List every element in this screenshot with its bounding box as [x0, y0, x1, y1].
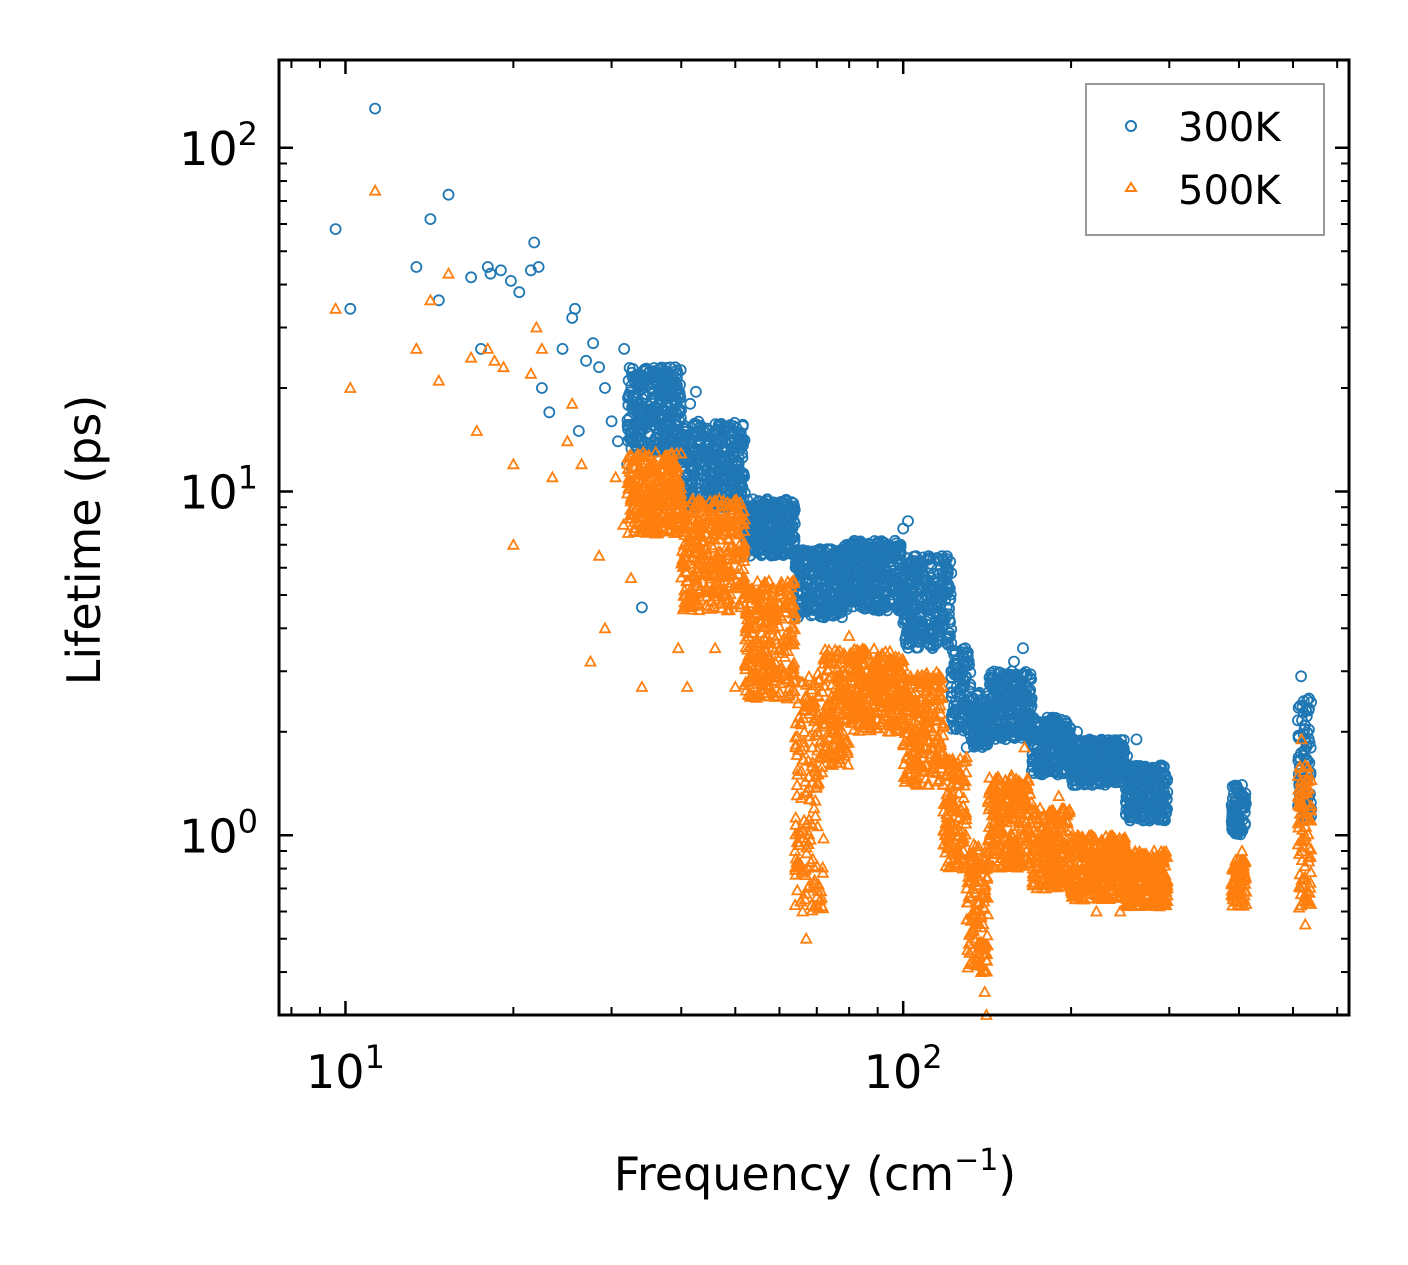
point-300K: [659, 427, 672, 440]
point-300K: [748, 543, 761, 556]
point-300K: [747, 535, 760, 547]
point-300K: [738, 486, 751, 499]
point-300K: [699, 459, 711, 472]
point-300K: [690, 482, 703, 495]
point-300K: [830, 577, 843, 590]
point-300K: [683, 441, 696, 454]
point-300K: [683, 429, 695, 442]
point-300K: [621, 420, 634, 433]
point-300K: [820, 569, 833, 581]
point-300K: [694, 434, 707, 447]
data-layer: [329, 102, 1318, 1020]
point-300K: [679, 420, 691, 432]
point-300K: [791, 549, 803, 562]
point-300K: [658, 374, 671, 387]
point-300K: [737, 437, 750, 450]
point-300K: [626, 362, 639, 375]
point-300K: [627, 391, 639, 404]
point-300K: [719, 473, 732, 485]
point-300K: [674, 392, 687, 405]
point-300K: [669, 376, 682, 389]
point-300K: [732, 484, 745, 497]
point-300K: [701, 451, 713, 464]
point-300K: [653, 397, 665, 410]
point-300K: [707, 461, 720, 474]
point-300K: [801, 582, 814, 595]
point-300K: [682, 454, 695, 467]
point-300K: [780, 547, 793, 559]
point-300K: [817, 604, 829, 617]
point-300K: [670, 368, 683, 381]
point-300K: [725, 437, 738, 450]
point-300K: [780, 521, 793, 533]
point-300K: [644, 370, 657, 383]
point-300K: [685, 461, 698, 474]
point-300K: [818, 611, 831, 624]
point-300K: [649, 432, 662, 445]
point-300K: [635, 379, 647, 392]
point-300K: [766, 522, 778, 535]
point-300K: [793, 563, 805, 576]
point-300K: [728, 425, 740, 438]
point-300K: [807, 598, 819, 611]
point-300K: [817, 550, 830, 563]
point-300K: [715, 418, 727, 431]
point-300K: [632, 416, 645, 429]
point-300K: [724, 475, 737, 488]
point-300K: [633, 373, 645, 385]
point-300K: [811, 544, 823, 557]
point-300K: [625, 434, 637, 447]
point-300K: [639, 436, 651, 449]
point-300K: [718, 444, 731, 456]
point-300K: [780, 495, 793, 508]
point-300K: [806, 581, 819, 594]
point-300K: [794, 569, 806, 582]
point-300K: [697, 423, 709, 436]
point-300K: [682, 448, 695, 461]
point-300K: [765, 537, 778, 549]
point-300K: [632, 401, 645, 414]
point-300K: [812, 589, 825, 601]
point-300K: [777, 526, 790, 539]
point-300K: [780, 500, 793, 513]
